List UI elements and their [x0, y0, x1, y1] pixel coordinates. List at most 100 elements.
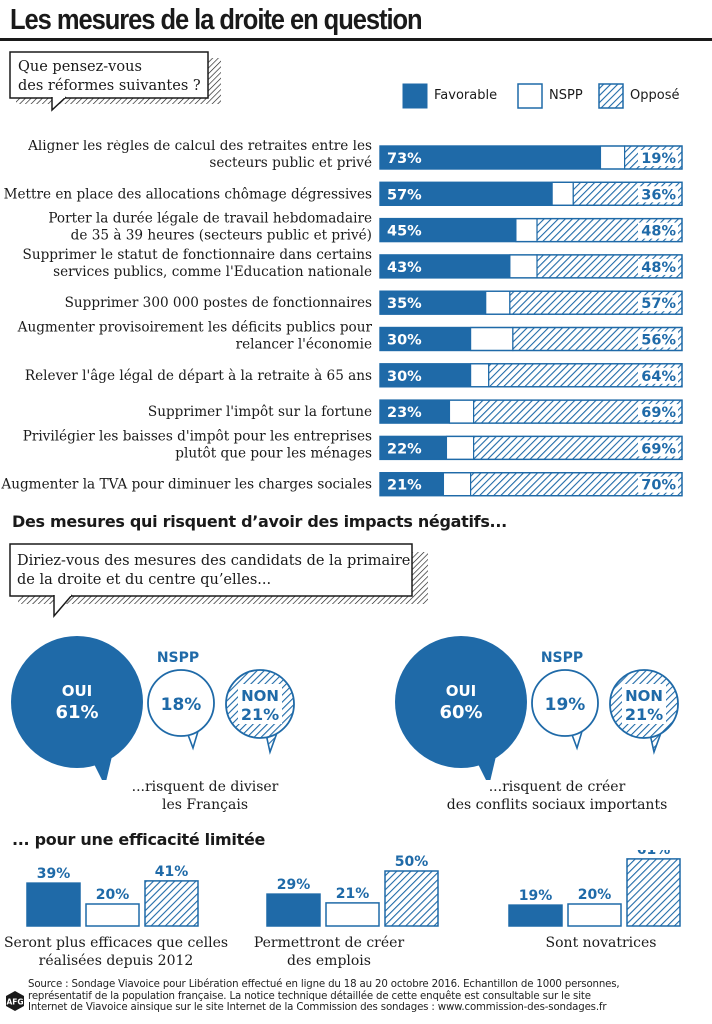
- page-title: Les mesures de la droite en question: [10, 4, 423, 36]
- bubble-oui-value: 60%: [439, 702, 482, 723]
- bar-label-favorable: 57%: [387, 187, 422, 203]
- bar-label-oppose-bg: [638, 295, 678, 312]
- bubble-non-value: 21%: [241, 705, 279, 724]
- row-label: Augmenter provisoirement les déficits pu…: [17, 320, 373, 336]
- bar-nspp: [448, 399, 475, 424]
- bar-outline: [379, 254, 683, 279]
- small-bar-nspp: [325, 902, 380, 927]
- bar-favorable: [380, 436, 447, 460]
- small-caption-3-line-1: Sont novatrices: [545, 935, 657, 951]
- bar-nspp: [445, 435, 475, 460]
- small-bar-favorable: [508, 904, 563, 927]
- bar-outline: [379, 290, 683, 315]
- bar-label-oppose: 70%: [641, 478, 676, 494]
- row-label: de 35 à 39 heures (secteurs public et pr…: [71, 228, 372, 244]
- small-caption-2-line-2: des emplois: [287, 953, 371, 969]
- question-1-line-2: des réformes suivantes ?: [18, 78, 201, 94]
- bar-label-oppose-bg: [638, 258, 678, 275]
- bubble-caption-1-line-1: ...risquent de diviser: [131, 779, 279, 795]
- small-bar-opposé: [626, 858, 681, 927]
- bar-outline: [379, 435, 683, 461]
- bar-nspp: [599, 145, 626, 170]
- row-label: plutôt que pour les ménages: [175, 445, 372, 461]
- small-bar-opposé: [144, 880, 199, 927]
- bar-favorable: [380, 327, 471, 351]
- bubble-nspp-label: NSPP: [541, 650, 583, 666]
- legend-label-favorable: Favorable: [434, 88, 498, 103]
- small-bar-nspp: [567, 903, 622, 927]
- bar-outline: [379, 326, 683, 352]
- source-line-3: Internet de Viavoice ainsique sur le sit…: [28, 1002, 607, 1014]
- bubble-nspp-value: 18%: [161, 695, 202, 715]
- bar-nspp: [485, 290, 511, 315]
- small-caption-1-line-2: réalisées depuis 2012: [38, 953, 194, 969]
- title-rule: [0, 38, 712, 41]
- bar-nspp: [470, 326, 514, 352]
- bar-label-favorable: 35%: [387, 296, 422, 312]
- bar-label-oppose-bg: [638, 331, 678, 348]
- bubble-caption-1-line-2: les Français: [161, 797, 249, 813]
- bubble-caption-2-line-2: des conflits sociaux importants: [446, 797, 668, 813]
- bar-label-oppose: 69%: [641, 441, 676, 457]
- bar-nspp: [470, 363, 490, 388]
- small-bar-label: 21%: [336, 886, 370, 902]
- bar-label-oppose: 64%: [641, 369, 676, 385]
- bar-nspp: [515, 217, 538, 243]
- bar-favorable: [380, 363, 471, 387]
- bar-outline: [379, 399, 683, 424]
- stacked-bar-chart: 73% 19% Aligner les règles de calcul des r…: [0, 140, 683, 497]
- bar-label-oppose-bg: [638, 440, 678, 457]
- bar-favorable: [380, 254, 510, 278]
- bar-outline: [379, 181, 683, 206]
- small-caption-1-line-1: Seront plus efficaces que celles: [3, 935, 229, 951]
- bar-favorable: [380, 182, 553, 206]
- bubble-non-label-bg: [238, 684, 282, 724]
- bar-nspp: [442, 472, 472, 497]
- bubble-oui: [395, 636, 527, 768]
- row-label: services publics, comme l'Education nati…: [53, 264, 372, 280]
- legend-label-nspp: NSPP: [549, 88, 583, 103]
- bubble-oui-label: OUI: [446, 682, 477, 700]
- bar-label-oppose-bg: [638, 150, 678, 166]
- small-bar-label: 61%: [637, 850, 671, 858]
- bubble-non-label-bg: [622, 684, 666, 724]
- small-bar-label: 41%: [155, 864, 189, 880]
- bar-label-favorable: 22%: [387, 441, 422, 457]
- small-bar-favorable: [26, 882, 81, 927]
- row-label: Supprimer le statut de fonctionnaire dan…: [23, 247, 372, 263]
- bar-label-oppose-bg: [638, 222, 678, 239]
- small-bar-charts: 39% 20% 41% 29% 21% 50% 19% 20% 61%: [26, 850, 681, 927]
- source-line-2: représentatif de la population française…: [28, 990, 591, 1002]
- bubble-nspp-label: NSPP: [157, 650, 199, 666]
- bar-outline: [379, 217, 683, 243]
- legend: [402, 83, 624, 109]
- bar-favorable: [380, 291, 486, 315]
- row-label: Mettre en place des allocations chômage …: [4, 186, 372, 202]
- small-bar-label: 39%: [37, 866, 71, 882]
- bar-label-favorable: 45%: [387, 224, 422, 240]
- row-label: relancer l'économie: [236, 337, 372, 353]
- bar-label-favorable: 23%: [387, 405, 422, 421]
- small-bar-label: 50%: [395, 854, 429, 870]
- logo-text: AFG: [6, 998, 23, 1007]
- question-bubble-1: [9, 51, 221, 112]
- bubble-caption-2-line-1: ...risquent de créer: [488, 779, 626, 795]
- row-label: Relever l'âge légal de départ à la retra…: [25, 368, 372, 384]
- bar-label-oppose: 69%: [641, 405, 676, 421]
- bar-label-oppose: 48%: [641, 224, 676, 240]
- source-line-1: Source : Sondage Viavoice pour Libératio…: [28, 979, 620, 990]
- row-label: Privilégier les baisses d'impôt pour les…: [23, 428, 372, 444]
- bubble-non-label: NON: [625, 687, 663, 705]
- row-label: Augmenter la TVA pour diminuer les charg…: [0, 477, 372, 493]
- bar-label-oppose: 57%: [641, 296, 676, 312]
- source-note: Source : Sondage Viavoice pour Libératio…: [28, 979, 708, 1014]
- bubble-nspp: [531, 669, 599, 737]
- bar-label-oppose-bg: [638, 404, 678, 421]
- row-label: Supprimer 300 000 postes de fonctionnair…: [65, 295, 372, 311]
- bubble-nspp-value: 19%: [545, 695, 586, 715]
- bar-label-favorable: 73%: [387, 151, 422, 167]
- question-1-line-1: Que pensez-vous: [18, 59, 142, 75]
- bar-favorable: [380, 472, 444, 496]
- bar-favorable: [380, 218, 516, 242]
- bubble-non-value: 21%: [625, 705, 663, 724]
